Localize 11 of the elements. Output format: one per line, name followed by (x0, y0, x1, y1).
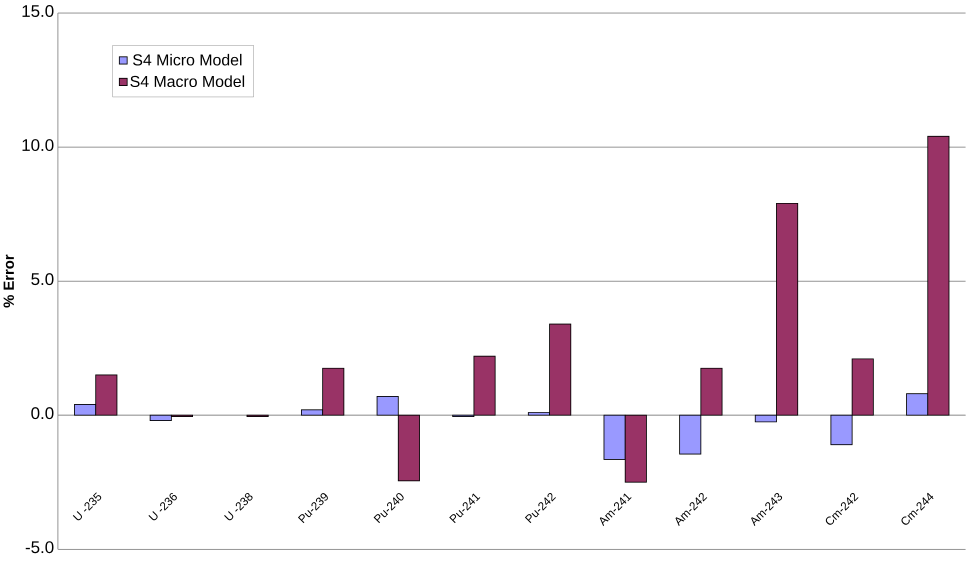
x-tick-label: U -238 (224, 492, 253, 520)
y-tick-label: 5.0 (31, 273, 54, 285)
y-axis-title: % Error (4, 254, 14, 308)
y-tick-label: 15.0 (22, 4, 54, 17)
y-tick-label: 0.0 (31, 407, 54, 420)
legend-label: S4 Micro Model (133, 54, 242, 66)
legend-label: S4 Macro Model (130, 75, 244, 87)
y-tick-label: -5.0 (26, 541, 54, 554)
x-tick-label: U -235 (72, 492, 102, 520)
x-tick-label: U -236 (148, 492, 177, 520)
y-tick-label: 10.0 (22, 138, 54, 151)
